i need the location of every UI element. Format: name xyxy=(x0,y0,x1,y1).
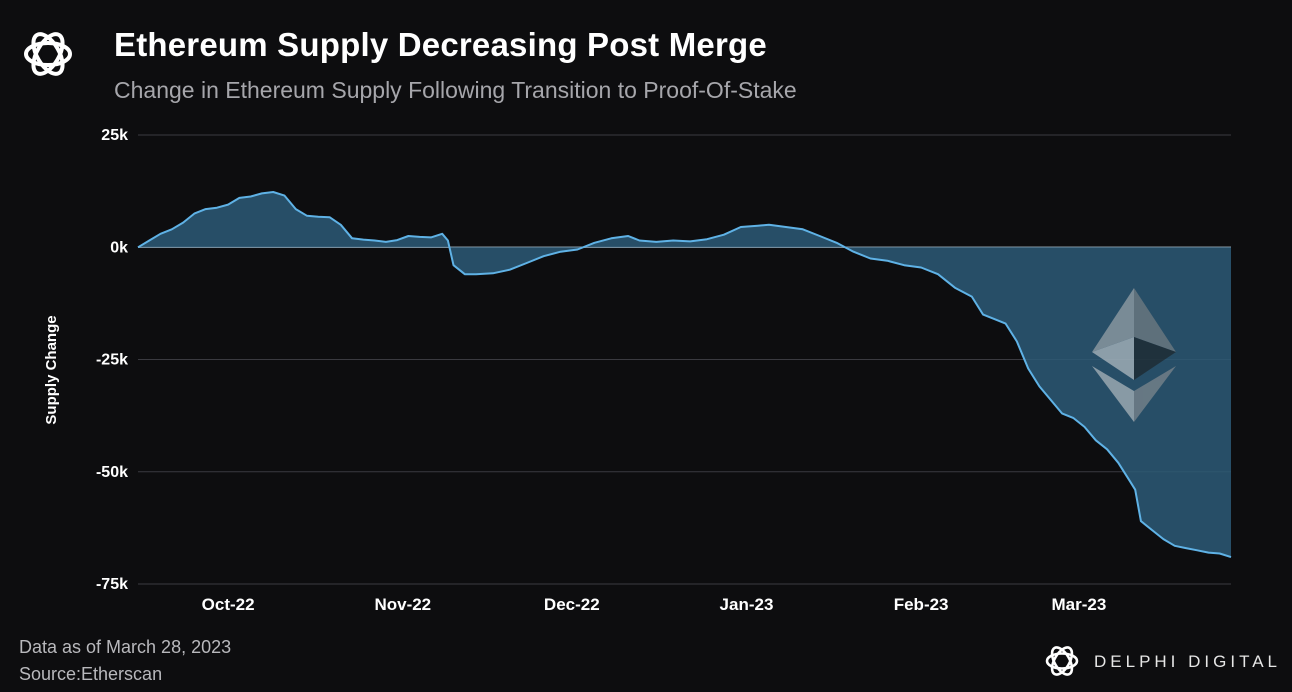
x-tick-label: Jan-23 xyxy=(720,595,774,614)
x-tick-labels: Oct-22 Nov-22 Dec-22 Jan-23 Feb-23 Mar-23 xyxy=(202,595,1107,614)
y-tick-label: -25k xyxy=(96,352,128,369)
y-tick-label: -50k xyxy=(96,464,128,481)
y-tick-labels: 25k 0k -25k -50k -75k xyxy=(96,127,128,593)
brand-name: DELPHI DIGITAL xyxy=(1094,652,1281,671)
supply-change-line xyxy=(137,191,1232,559)
ethereum-diamond-icon xyxy=(1092,288,1176,422)
x-tick-label: Oct-22 xyxy=(202,595,255,614)
x-tick-label: Dec-22 xyxy=(544,595,600,614)
supply-area-fill xyxy=(138,192,1231,558)
y-tick-label: -75k xyxy=(96,576,128,593)
area-layer xyxy=(138,192,1231,558)
source-note: Source:Etherscan xyxy=(19,664,163,684)
chart-subtitle: Change in Ethereum Supply Following Tran… xyxy=(114,77,797,103)
x-tick-label: Nov-22 xyxy=(374,595,431,614)
y-tick-label: 25k xyxy=(101,127,128,144)
data-date-note: Data as of March 28, 2023 xyxy=(19,637,232,657)
x-tick-label: Mar-23 xyxy=(1051,595,1106,614)
y-axis-label: Supply Change xyxy=(43,315,60,424)
delphi-digital-brand-icon xyxy=(1045,646,1079,676)
x-tick-label: Feb-23 xyxy=(894,595,949,614)
y-tick-label: 0k xyxy=(110,239,128,256)
delphi-logo-icon xyxy=(24,32,72,76)
line-layer xyxy=(137,191,1232,559)
chart-title: Ethereum Supply Decreasing Post Merge xyxy=(114,26,767,63)
